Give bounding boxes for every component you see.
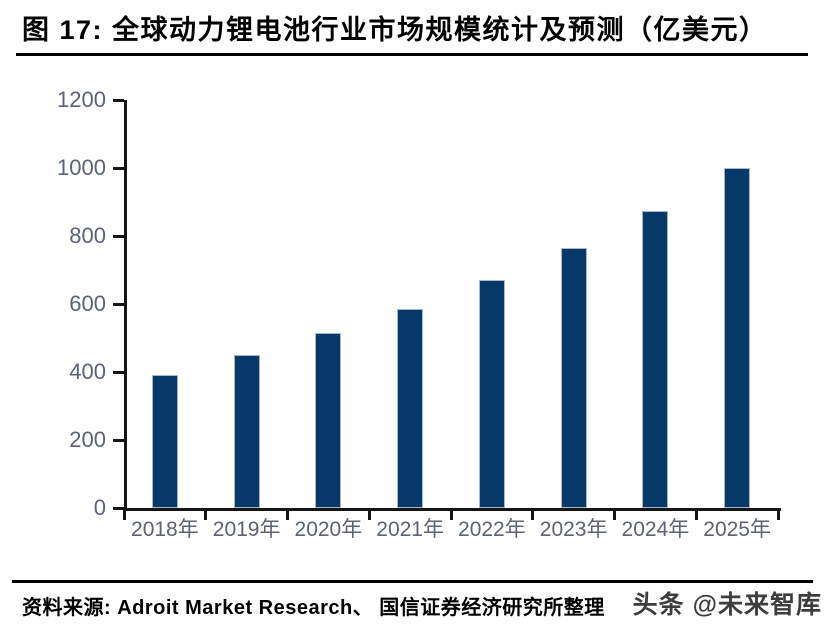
- x-tick-mark: [776, 508, 780, 520]
- y-tick-mark: [113, 167, 124, 170]
- x-tick-mark: [367, 508, 371, 520]
- bar: [724, 168, 751, 508]
- y-tick-mark: [113, 235, 124, 238]
- y-tick-mark: [113, 99, 124, 102]
- source-text: 资料来源: Adroit Market Research、 国信证券经济研究所整…: [22, 597, 605, 619]
- bar: [560, 247, 587, 508]
- bar: [397, 309, 424, 508]
- figure-title: 图 17: 全球动力锂电池行业市场规模统计及预测（亿美元）: [22, 15, 768, 45]
- y-axis-tick-label: 0: [93, 495, 106, 520]
- title-divider: [16, 53, 808, 56]
- bar: [233, 355, 260, 508]
- x-tick-mark: [204, 508, 208, 520]
- x-axis-tick-label: 2021年: [376, 518, 444, 541]
- bar: [478, 280, 505, 508]
- bar: [642, 210, 669, 508]
- x-axis-tick-label: 2020年: [294, 518, 363, 541]
- x-axis-tick-label: 2025年: [703, 518, 771, 541]
- x-axis-tick-label: 2023年: [539, 518, 608, 541]
- y-axis-tick-label: 200: [69, 427, 106, 452]
- y-axis-tick-label: 400: [69, 359, 106, 384]
- x-tick-mark: [613, 508, 616, 520]
- y-axis-tick-label: 800: [69, 223, 106, 248]
- bar: [315, 332, 342, 508]
- x-axis-tick-label: 2018年: [131, 518, 199, 541]
- x-tick-mark: [286, 508, 289, 520]
- y-tick-mark: [113, 371, 124, 374]
- watermark: 头条 @未来智库: [632, 591, 822, 619]
- bar: [151, 375, 178, 508]
- x-tick-mark: [531, 508, 535, 520]
- footer-divider: [12, 580, 813, 583]
- y-axis-tick-label: 1000: [57, 155, 106, 180]
- y-tick-mark: [113, 439, 124, 442]
- x-axis-tick-label: 2019年: [212, 518, 281, 541]
- x-tick-mark: [694, 508, 698, 520]
- x-tick-mark: [122, 508, 126, 520]
- x-axis: [124, 508, 781, 511]
- y-axis-tick-label: 600: [69, 291, 106, 316]
- y-tick-mark: [113, 507, 124, 510]
- x-axis-tick-label: 2022年: [458, 518, 526, 541]
- x-tick-mark: [449, 508, 453, 520]
- y-axis: [124, 100, 127, 511]
- y-tick-mark: [113, 303, 124, 306]
- x-axis-tick-label: 2024年: [621, 518, 690, 541]
- y-axis-tick-label: 1200: [57, 87, 106, 112]
